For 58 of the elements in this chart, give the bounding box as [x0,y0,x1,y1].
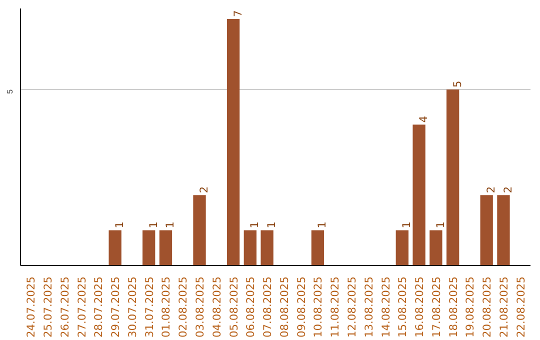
data-label: 1 [434,222,447,228]
x-tick-label: 20.08.2025 [480,276,494,338]
bar [108,230,122,266]
x-tick-label: 31.07.2025 [142,276,156,338]
bar [226,19,240,266]
x-tick-label: 11.08.2025 [328,276,342,338]
bar [497,195,510,266]
bar [430,230,442,266]
x-tick-label: 17.08.2025 [430,276,443,338]
data-label: 2 [501,186,514,194]
bar [412,124,426,266]
x-tick-label: 19.08.2025 [464,276,477,338]
x-tick-label: 12.08.2025 [345,276,358,338]
x-tick-label: 04.08.2025 [210,276,224,338]
x-tick-label: 03.08.2025 [194,276,207,338]
x-tick-label: 16.08.2025 [413,276,426,338]
x-tick-label: 02.08.2025 [176,276,190,338]
x-tick-label: 25.07.2025 [42,276,55,338]
x-tick-label: 06.08.2025 [244,276,258,338]
x-tick-label: 09.08.2025 [294,276,308,338]
x-tick-label: 24.07.2025 [24,276,38,338]
x-tick-label: 26.07.2025 [58,276,72,338]
data-label: 1 [265,222,278,228]
x-tick-label: 07.08.2025 [261,276,274,338]
data-label: 1 [113,222,126,228]
data-label: 1 [248,222,262,228]
data-label: 2 [198,186,211,194]
x-tick-label: 21.08.2025 [497,276,510,338]
bar [396,230,408,266]
data-label: 1 [164,222,177,228]
x-tick-label: 14.08.2025 [379,276,392,338]
x-tick-label: 22.08.2025 [514,276,528,338]
x-tick-label: 30.07.2025 [126,276,139,338]
data-label: 7 [231,10,244,18]
bar [193,195,206,266]
bar [142,230,156,266]
x-tick-label: 05.08.2025 [227,276,240,338]
bar [311,230,324,266]
x-tick-label: 15.08.2025 [396,276,410,338]
data-label: 5 [450,80,464,88]
data-label: 1 [316,222,329,228]
x-tick-label: 28.07.2025 [92,276,106,338]
bar [260,230,274,266]
data-label: 1 [146,222,160,228]
x-tick-label: 01.08.2025 [160,276,173,338]
x-tick-label: 13.08.2025 [362,276,376,338]
data-label: 4 [417,116,430,123]
bar [446,89,460,266]
x-tick-label: 18.08.2025 [446,276,460,338]
x-tick-label: 27.07.2025 [75,276,88,338]
bar [159,230,172,266]
x-tick-label: 08.08.2025 [278,276,291,338]
data-label: 1 [400,222,414,228]
data-label: 2 [484,186,498,194]
x-tick-label: 29.07.2025 [109,276,122,338]
x-tick-label: 10.08.2025 [312,276,325,338]
bar [244,230,256,266]
bar [480,195,493,266]
